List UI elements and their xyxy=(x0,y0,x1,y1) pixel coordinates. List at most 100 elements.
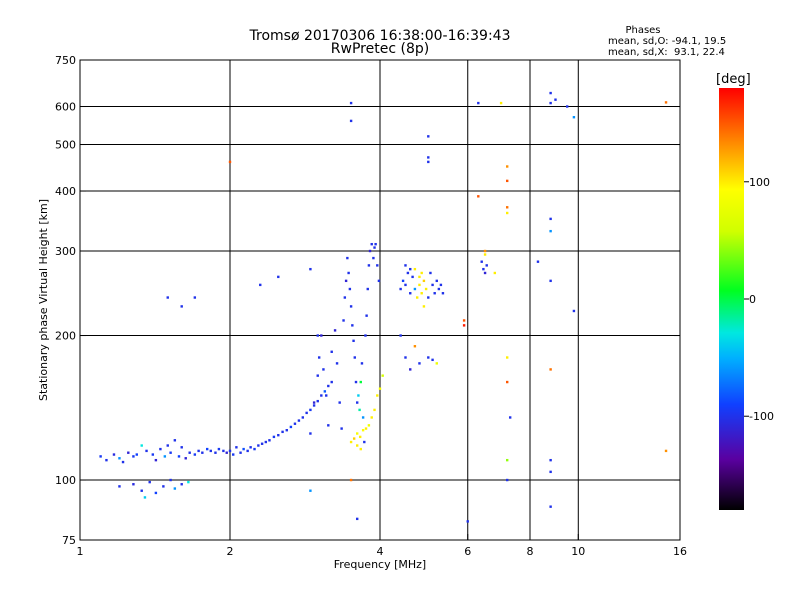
data-point xyxy=(127,451,130,454)
data-point xyxy=(499,101,503,105)
y-tick-label: 300 xyxy=(55,245,76,258)
data-point xyxy=(508,416,512,419)
data-point xyxy=(483,253,487,256)
data-point xyxy=(289,425,293,429)
data-point xyxy=(253,447,256,451)
phases-x-stats: mean, sd,X: 93.1, 22.4 xyxy=(608,47,725,58)
data-point xyxy=(493,271,497,275)
data-point xyxy=(217,447,221,451)
data-point xyxy=(105,458,108,462)
x-tick-label: 10 xyxy=(571,545,585,558)
data-point xyxy=(320,394,323,397)
data-point xyxy=(259,283,262,287)
data-point xyxy=(322,368,325,371)
data-point xyxy=(409,292,412,295)
data-point xyxy=(349,101,353,105)
x-tick-label: 8 xyxy=(527,545,534,558)
data-point xyxy=(180,305,183,308)
data-point xyxy=(427,356,430,359)
data-point xyxy=(222,449,225,453)
data-point xyxy=(364,334,367,337)
data-point xyxy=(225,451,228,454)
x-tick-label: 6 xyxy=(464,545,471,558)
data-point xyxy=(112,453,116,456)
data-point xyxy=(357,394,360,397)
phases-title: Phases xyxy=(625,25,660,36)
data-point xyxy=(370,242,373,246)
data-point xyxy=(549,229,552,233)
data-point xyxy=(413,287,417,291)
data-point xyxy=(409,267,412,271)
data-point xyxy=(214,451,217,454)
data-point xyxy=(309,489,312,492)
axis-ticks: 1 2 4 6 8 10 16 75 100 200 300 400 500 600 750 xyxy=(55,54,687,558)
data-point xyxy=(312,404,316,407)
data-point xyxy=(367,424,371,427)
data-point xyxy=(549,470,552,474)
data-point xyxy=(330,350,333,353)
data-point xyxy=(505,165,509,168)
data-point xyxy=(132,455,135,458)
data-point xyxy=(664,449,668,453)
data-point xyxy=(549,458,552,462)
x-tick-label: 1 xyxy=(77,545,84,558)
data-point xyxy=(361,416,365,419)
data-point xyxy=(320,334,323,337)
data-point xyxy=(404,283,407,287)
data-point xyxy=(477,101,480,105)
data-point xyxy=(355,444,359,447)
data-point xyxy=(381,374,384,377)
data-point xyxy=(427,156,430,159)
y-tick-label: 500 xyxy=(55,139,76,152)
data-point xyxy=(401,279,405,283)
data-point xyxy=(340,427,343,430)
data-point xyxy=(363,440,366,444)
data-point xyxy=(277,275,280,279)
data-point xyxy=(355,517,359,521)
y-axis-label: Stationary phase Virtual Height [km] xyxy=(37,199,50,401)
x-tick-label: 4 xyxy=(377,545,384,558)
y-tick-label: 600 xyxy=(55,101,76,114)
data-point xyxy=(162,485,165,488)
data-point xyxy=(154,458,158,462)
data-point xyxy=(352,437,356,440)
data-point xyxy=(316,399,319,403)
data-point xyxy=(358,435,362,439)
data-point xyxy=(418,283,421,287)
data-point xyxy=(427,296,430,299)
data-point xyxy=(376,394,379,397)
phases-o-stats: mean, sd,O: -94.1, 19.5 xyxy=(608,36,726,47)
data-point xyxy=(163,455,167,458)
colorbar-unit-label: [deg] xyxy=(716,72,751,87)
data-point xyxy=(348,287,352,291)
chart-title-line2: RwPretec (8p) xyxy=(331,41,429,57)
data-point xyxy=(166,444,169,447)
data-point xyxy=(360,362,364,365)
data-point xyxy=(317,356,321,359)
data-point xyxy=(228,449,232,453)
colorbar xyxy=(719,88,744,510)
data-point xyxy=(367,264,371,267)
data-point xyxy=(145,449,148,453)
colorbar-ticks: 100 0 -100 xyxy=(744,176,774,423)
data-point xyxy=(132,483,135,486)
data-point xyxy=(482,267,485,271)
data-point xyxy=(373,408,376,412)
data-point xyxy=(418,275,421,279)
data-point xyxy=(373,246,376,249)
data-point xyxy=(343,296,347,299)
data-point xyxy=(377,279,381,283)
data-point xyxy=(177,455,181,458)
data-point xyxy=(272,435,276,439)
data-point xyxy=(135,453,138,456)
data-point xyxy=(140,444,143,447)
data-point xyxy=(197,449,200,453)
data-point xyxy=(359,447,362,451)
data-point xyxy=(121,460,125,464)
y-tick-label: 400 xyxy=(55,185,76,198)
data-point xyxy=(437,287,441,291)
data-point xyxy=(429,271,432,275)
data-point xyxy=(549,368,552,371)
data-point xyxy=(316,374,319,377)
